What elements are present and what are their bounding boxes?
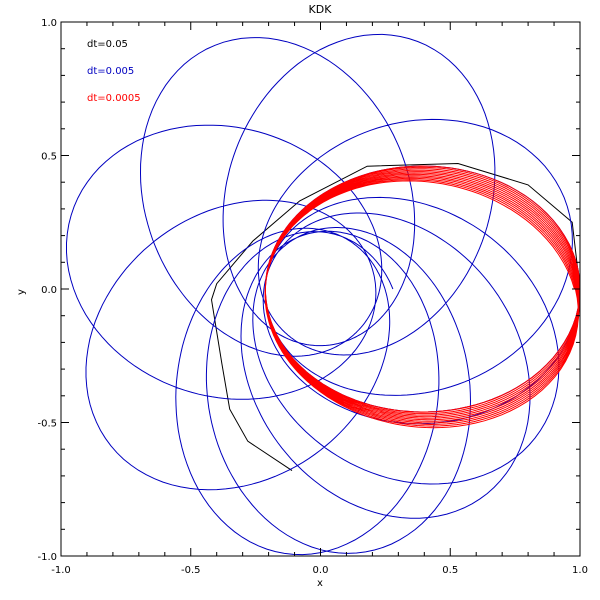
- x-tick-label: 1.0: [572, 565, 588, 576]
- series-line-2: [66, 33, 580, 556]
- x-tick-label: -1.0: [51, 565, 71, 576]
- series-line-3: [264, 165, 580, 429]
- chart-title: KDK: [309, 3, 333, 16]
- y-tick-label: -0.5: [37, 419, 57, 430]
- y-axis-label: y: [16, 289, 27, 295]
- y-tick-label: 0.0: [41, 285, 57, 296]
- y-tick-label: 0.5: [41, 152, 57, 163]
- x-tick-label: 0.0: [313, 565, 329, 576]
- legend-entry: dt=0.0005: [87, 93, 141, 104]
- x-axis-label: x: [317, 578, 323, 589]
- x-tick-label: -0.5: [181, 565, 201, 576]
- y-tick-label: -1.0: [37, 552, 57, 563]
- legend-entry: dt=0.05: [87, 39, 128, 50]
- series-line-1: [210, 162, 580, 472]
- legend-entry: dt=0.005: [87, 66, 134, 77]
- x-tick-label: 0.5: [442, 565, 458, 576]
- y-tick-label: 1.0: [41, 18, 57, 29]
